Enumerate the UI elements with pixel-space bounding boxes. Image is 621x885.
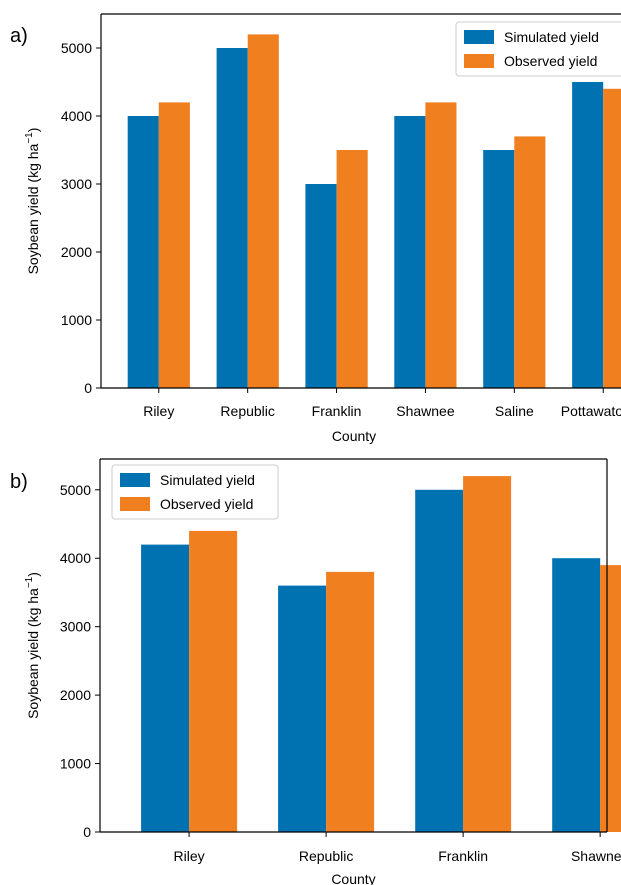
bar-observed-shawnee — [425, 102, 457, 389]
chart-panel-a: a) Riley Republic Franklin Shawnee Saline Pott… — [10, 13, 621, 444]
y-axis-label: Soybean yield (kg ha−1) — [24, 572, 41, 719]
y-tick-label: 1000 — [61, 312, 92, 328]
legend-swatch — [464, 30, 494, 44]
legend: Simulated yield Observed yield — [455, 21, 621, 77]
bar-simulated-riley — [141, 544, 190, 832]
y-axis-label-main: Soybean yield (kg ha — [25, 588, 41, 719]
y-axis-label-superscript: −1 — [24, 576, 35, 588]
bar-observed-riley — [189, 530, 238, 832]
legend-swatch — [120, 497, 150, 511]
legend-label: Simulated yield — [160, 472, 255, 488]
bar-simulated-franklin — [415, 489, 464, 832]
x-tick-label: Pottawatomie — [561, 403, 621, 419]
x-tick-label: Republic — [299, 848, 353, 864]
bar-simulated-republic — [278, 585, 327, 832]
y-axis-label-main: Soybean yield (kg ha — [25, 143, 41, 274]
x-tick-label: Shawnee — [571, 848, 621, 864]
legend-swatch — [120, 473, 150, 487]
bar-observed-shawnee — [600, 565, 621, 832]
y-axis-label: Soybean yield (kg ha−1) — [24, 128, 41, 275]
bar-simulated-saline — [483, 150, 515, 388]
x-tick-label: Republic — [220, 403, 274, 419]
bar-simulated-pottawatomie — [572, 82, 604, 388]
y-axis-label-superscript: −1 — [24, 132, 35, 144]
y-tick-label: 4000 — [60, 550, 91, 566]
panel-label: b) — [10, 471, 28, 493]
y-tick-label: 0 — [83, 824, 91, 840]
bar-simulated-shawnee — [394, 116, 426, 388]
bar-simulated-franklin — [305, 184, 337, 388]
chart-panel-b: b) Riley Republic Franklin Shawnee 0 1000 2000 3… — [10, 458, 621, 885]
legend-box — [455, 21, 621, 77]
y-tick-label: 2000 — [60, 687, 91, 703]
legend-label: Observed yield — [160, 496, 253, 512]
x-tick-label: Shawnee — [396, 403, 455, 419]
bar-observed-franklin — [463, 476, 512, 832]
bar-observed-pottawatomie — [603, 88, 621, 389]
bar-observed-republic — [326, 571, 375, 832]
legend-label: Simulated yield — [504, 29, 599, 45]
legend: Simulated yield Observed yield — [111, 464, 279, 520]
y-tick-label: 4000 — [61, 108, 92, 124]
x-tick-label: Franklin — [312, 403, 362, 419]
bar-observed-saline — [514, 136, 546, 388]
bar-observed-franklin — [336, 150, 368, 388]
bar-simulated-shawnee — [552, 558, 601, 832]
x-axis-label: County — [331, 871, 375, 885]
y-axis-label-close: ) — [25, 128, 41, 133]
bar-simulated-republic — [216, 48, 248, 388]
y-tick-label: 0 — [84, 380, 92, 396]
y-tick-label: 5000 — [61, 40, 92, 56]
y-axis-label-close: ) — [25, 572, 41, 577]
legend-swatch — [464, 54, 494, 68]
bar-observed-riley — [158, 102, 190, 389]
x-tick-label: Riley — [143, 403, 174, 419]
bar-simulated-riley — [127, 116, 159, 388]
panel-label: a) — [10, 25, 28, 47]
legend-label: Observed yield — [504, 53, 597, 69]
legend-box — [111, 464, 279, 520]
y-tick-label: 1000 — [60, 756, 91, 772]
y-tick-label: 3000 — [61, 176, 92, 192]
y-tick-label: 5000 — [60, 482, 91, 498]
y-tick-label: 3000 — [60, 619, 91, 635]
x-tick-label: Saline — [495, 403, 534, 419]
x-tick-label: Franklin — [438, 848, 488, 864]
x-axis-label: County — [332, 428, 376, 444]
bar-observed-republic — [247, 34, 279, 389]
x-tick-label: Riley — [174, 848, 205, 864]
y-tick-label: 2000 — [61, 244, 92, 260]
